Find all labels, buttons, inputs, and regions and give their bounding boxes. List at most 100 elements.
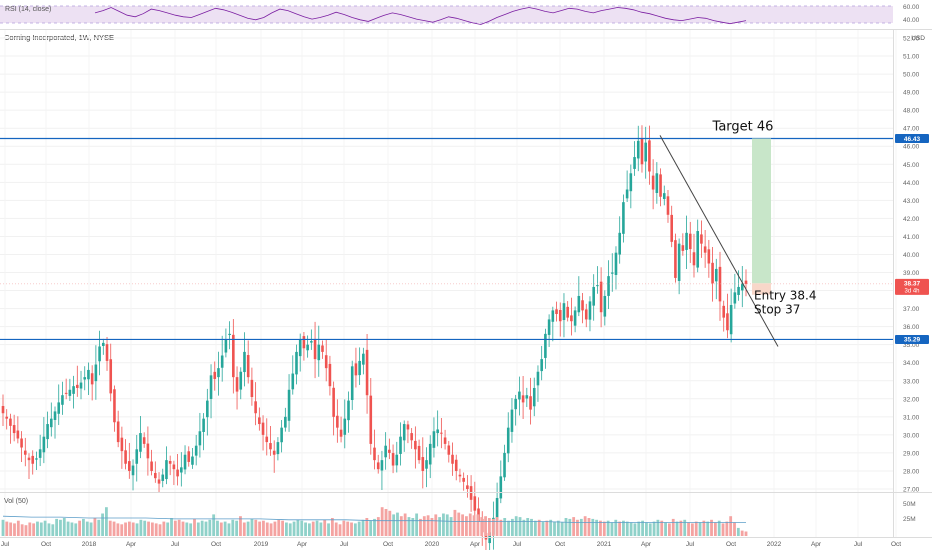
price-tick-label: 34.00 <box>903 360 920 367</box>
volume-bar <box>43 520 47 536</box>
candle-body <box>79 382 83 389</box>
volume-bar <box>533 520 537 536</box>
candle-body <box>499 476 503 499</box>
volume-bar <box>227 523 231 536</box>
candle-body <box>443 437 447 444</box>
candle-body <box>20 438 23 448</box>
candle-body <box>343 418 347 435</box>
candle-body <box>64 392 68 394</box>
volume-bar <box>311 521 315 536</box>
candle-body <box>276 442 280 455</box>
candle-body <box>31 455 35 464</box>
candle-body <box>176 469 179 477</box>
candle-body <box>677 243 681 281</box>
candle-body <box>354 363 358 376</box>
volume-bar <box>246 521 250 536</box>
volume-bar <box>1 519 5 536</box>
time-tick-label: Jul <box>340 541 349 548</box>
candle-body <box>688 233 692 250</box>
volume-bar <box>434 514 438 536</box>
candle-body <box>722 305 726 318</box>
price-pane[interactable]: Corning Incorporated, 1W, NYSE Target 46… <box>0 30 897 550</box>
candle-body <box>540 359 543 372</box>
volume-bar <box>407 517 411 536</box>
time-tick-label: Jul <box>171 541 180 548</box>
candle-body <box>57 402 61 414</box>
volume-bar <box>296 519 300 536</box>
price-tick-label: 30.00 <box>903 432 920 439</box>
candle-body <box>495 498 499 521</box>
stop-annotation: Stop 37 <box>754 302 800 316</box>
time-tick-label: Jul <box>1 541 10 548</box>
candle-body <box>662 193 666 200</box>
candle-body <box>622 202 625 234</box>
rsi-pane[interactable]: RSI (14, close) 60.00 40.00 <box>0 4 920 25</box>
volume-bar <box>564 518 568 536</box>
price-axis[interactable]: 52.00 51.00 50.00 49.00 48.00 47.00 46.00 45.00… <box>893 30 930 537</box>
candle-body <box>744 280 748 284</box>
candle-body <box>421 457 425 471</box>
candle-body <box>124 450 127 464</box>
candle-body <box>157 479 161 484</box>
volume-bar <box>683 519 687 536</box>
volume-bar <box>97 519 101 536</box>
volume-bar <box>112 521 116 536</box>
candle-body <box>23 450 27 455</box>
price-tick-label: 39.00 <box>903 270 920 277</box>
time-tick-label: Apr <box>297 541 308 548</box>
candle-body <box>202 418 205 432</box>
candle-body <box>228 333 231 336</box>
volume-bar <box>327 523 330 536</box>
candle-body <box>243 351 246 373</box>
volume-bar <box>254 519 258 536</box>
candle-body <box>666 196 670 215</box>
candle-body <box>577 295 581 313</box>
volume-bar <box>679 520 683 536</box>
time-axis[interactable]: Jul Oct 2018 Apr Jul Oct 2019 Apr Jul Oct 2020 Apr J… <box>1 541 901 548</box>
downtrend-line[interactable] <box>659 135 779 347</box>
volume-bar <box>579 518 583 536</box>
volume-pane[interactable]: Vol (50) 50M 25M <box>1 498 916 536</box>
time-tick-label: 2018 <box>82 541 97 548</box>
candle-body <box>655 173 659 194</box>
candle-body <box>414 440 417 450</box>
candle-body <box>570 315 573 322</box>
target-zone[interactable] <box>752 138 771 284</box>
volume-bar <box>235 520 239 536</box>
candle-body <box>350 366 354 400</box>
candle-body <box>194 445 198 456</box>
volume-bar <box>323 519 327 536</box>
volume-bar <box>384 509 388 536</box>
price-tick-label: 50.00 <box>903 72 920 79</box>
candle-body <box>462 477 465 482</box>
candle-body <box>98 346 101 362</box>
candle-body <box>440 432 443 434</box>
volume-bar <box>162 521 166 536</box>
volume-bar <box>39 522 43 536</box>
volume-tick-50m: 50M <box>903 501 916 508</box>
candle-body <box>670 214 673 242</box>
volume-bar <box>346 521 350 536</box>
volume-bar <box>480 517 484 536</box>
volume-bar <box>250 518 254 536</box>
volume-bar <box>618 521 622 536</box>
candle-body <box>239 371 243 390</box>
volume-bar <box>591 518 595 536</box>
volume-bar <box>537 519 541 536</box>
volume-bar <box>461 514 464 536</box>
candle-body <box>566 306 569 318</box>
price-grid <box>0 30 897 537</box>
volume-bar <box>315 520 319 536</box>
volume-bar <box>185 522 189 536</box>
stop-zone[interactable] <box>752 283 771 295</box>
candle-body <box>9 418 12 426</box>
candle-body <box>558 309 562 322</box>
candle-body <box>302 336 306 349</box>
volume-bar <box>62 518 66 536</box>
volume-bar <box>476 514 480 536</box>
volume-bar <box>116 523 120 536</box>
candle-body <box>703 246 707 253</box>
price-tick-label: 45.00 <box>903 162 920 169</box>
